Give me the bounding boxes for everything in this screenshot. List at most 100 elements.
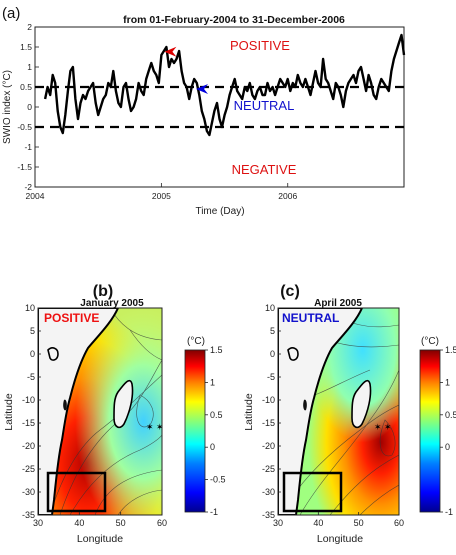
colorbar-c: [419, 349, 441, 513]
y-tick-label: 1.5: [20, 42, 32, 52]
y-tick-label: -1.5: [17, 162, 32, 172]
chart-a-plot-area: [34, 26, 405, 188]
panel-c: (c) April 2005 ✶ ✶: [243, 283, 456, 545]
lat-tick-label: -10: [262, 395, 275, 405]
map-c-island: [287, 347, 299, 361]
colorbar-tick-label: 1: [445, 377, 450, 387]
lat-tick-label: -30: [22, 487, 35, 497]
colorbar-tick-label: 1.5: [210, 345, 223, 355]
map-b-index-box: [46, 471, 107, 513]
arrow-marker: [164, 46, 177, 57]
y-tick-label: 2: [27, 22, 32, 32]
map-c-xlabel: Longitude: [317, 533, 363, 545]
colorbar-b-label: (°C): [187, 336, 205, 347]
lon-tick-label: 50: [354, 518, 364, 528]
lon-tick-label: 60: [157, 518, 167, 528]
y-tick-label: -2: [24, 182, 32, 192]
x-tick-label: 2004: [26, 191, 45, 201]
lat-tick-label: -15: [22, 418, 35, 428]
y-tick-label: 0.5: [20, 82, 32, 92]
colorbar-b: [184, 349, 206, 513]
map-b-xlabel: Longitude: [77, 533, 123, 545]
lat-tick-label: 0: [270, 349, 275, 359]
panel-a: (a) from 01-February-2004 to 31-December…: [2, 5, 406, 217]
lat-tick-label: 0: [30, 349, 35, 359]
lat-tick-label: -25: [262, 464, 275, 474]
map-c-state-label: NEUTRAL: [282, 311, 339, 325]
colorbar-tick-label: 1: [210, 377, 215, 387]
map-b-islet: [63, 399, 67, 411]
map-c-ylabel: Latitude: [243, 393, 255, 431]
map-b-island: [47, 347, 59, 361]
map-c-mascarene-marks: ✶ ✶: [374, 422, 392, 432]
y-tick-label: 1: [27, 62, 32, 72]
label-neutral: NEUTRAL: [234, 98, 295, 113]
lat-tick-label: 10: [25, 303, 35, 313]
panel-b-label: (b): [93, 283, 113, 300]
map-c-madagascar: [351, 379, 372, 429]
colorbar-tick-label: -0.5: [210, 475, 226, 485]
y-tick-label: -0.5: [17, 122, 32, 132]
lon-tick-label: 30: [33, 518, 43, 528]
map-b-title: January 2005: [80, 298, 144, 309]
y-tick-label: 0: [27, 102, 32, 112]
chart-a-axes: -2 -1.5 -1 -0.5 0 0.5 1 1.5 2 2004 2005 2006: [17, 22, 404, 201]
label-negative: NEGATIVE: [232, 162, 297, 177]
x-tick-label: 2005: [152, 191, 171, 201]
map-c-africa-landmass: [278, 308, 364, 515]
panel-a-label: (a): [2, 5, 20, 22]
lon-tick-label: 50: [116, 518, 126, 528]
map-c-frame: [277, 307, 400, 516]
panel-c-label: (c): [280, 283, 300, 300]
lat-tick-label: -35: [262, 510, 275, 520]
colorbar-tick-label: 0.5: [210, 410, 223, 420]
colorbar-tick-label: -1: [445, 507, 453, 517]
lat-tick-label: -35: [22, 510, 35, 520]
colorbar-tick-label: 0: [445, 442, 450, 452]
chart-a-ylabel: SWIO index (°C): [2, 70, 13, 144]
map-b-ylabel: Latitude: [3, 393, 15, 431]
lat-tick-label: -30: [262, 487, 275, 497]
colorbar-c-ticks: 1.5 1 0.5 0 -1: [440, 345, 456, 517]
lon-tick-label: 60: [394, 518, 404, 528]
map-c-title: April 2005: [314, 298, 362, 309]
lat-tick-label: -25: [22, 464, 35, 474]
label-positive: POSITIVE: [230, 38, 290, 53]
chart-a-series: [43, 33, 406, 137]
lat-tick-label: -15: [262, 418, 275, 428]
map-b-madagascar: [113, 379, 134, 429]
map-c-index-box: [282, 471, 343, 513]
arrow-marker: [196, 84, 209, 94]
lon-tick-label: 40: [313, 518, 323, 528]
lon-tick-label: 30: [273, 518, 283, 528]
lat-tick-label: 5: [270, 326, 275, 336]
colorbar-c-label: (°C): [421, 336, 439, 347]
swio-index-line: [43, 33, 406, 137]
chart-a-xlabel: Time (Day): [195, 206, 244, 217]
lat-tick-label: 10: [265, 303, 275, 313]
lat-tick-label: -20: [262, 441, 275, 451]
lon-tick-label: 40: [74, 518, 84, 528]
y-tick-label: -1: [24, 142, 32, 152]
colorbar-tick-label: 0: [210, 442, 215, 452]
map-b-frame: [37, 307, 163, 516]
lat-tick-label: -10: [22, 395, 35, 405]
map-b-state-label: POSITIVE: [44, 311, 99, 325]
colorbar-tick-label: -1: [210, 507, 218, 517]
map-c-islet: [303, 399, 307, 411]
colorbar-tick-label: 0.5: [445, 410, 456, 420]
panel-b: (b) January 2005 ✶: [3, 283, 226, 545]
lat-tick-label: 5: [30, 326, 35, 336]
map-b-mascarene-marks: ✶ ✶: [146, 422, 164, 432]
lat-tick-label: -20: [22, 441, 35, 451]
x-tick-label: 2006: [278, 191, 297, 201]
lat-tick-label: -5: [27, 372, 35, 382]
lat-tick-label: -5: [267, 372, 275, 382]
chart-a-title: from 01-February-2004 to 31-December-200…: [123, 14, 345, 26]
colorbar-tick-label: 1.5: [445, 345, 456, 355]
map-b-africa-landmass: [38, 308, 120, 515]
